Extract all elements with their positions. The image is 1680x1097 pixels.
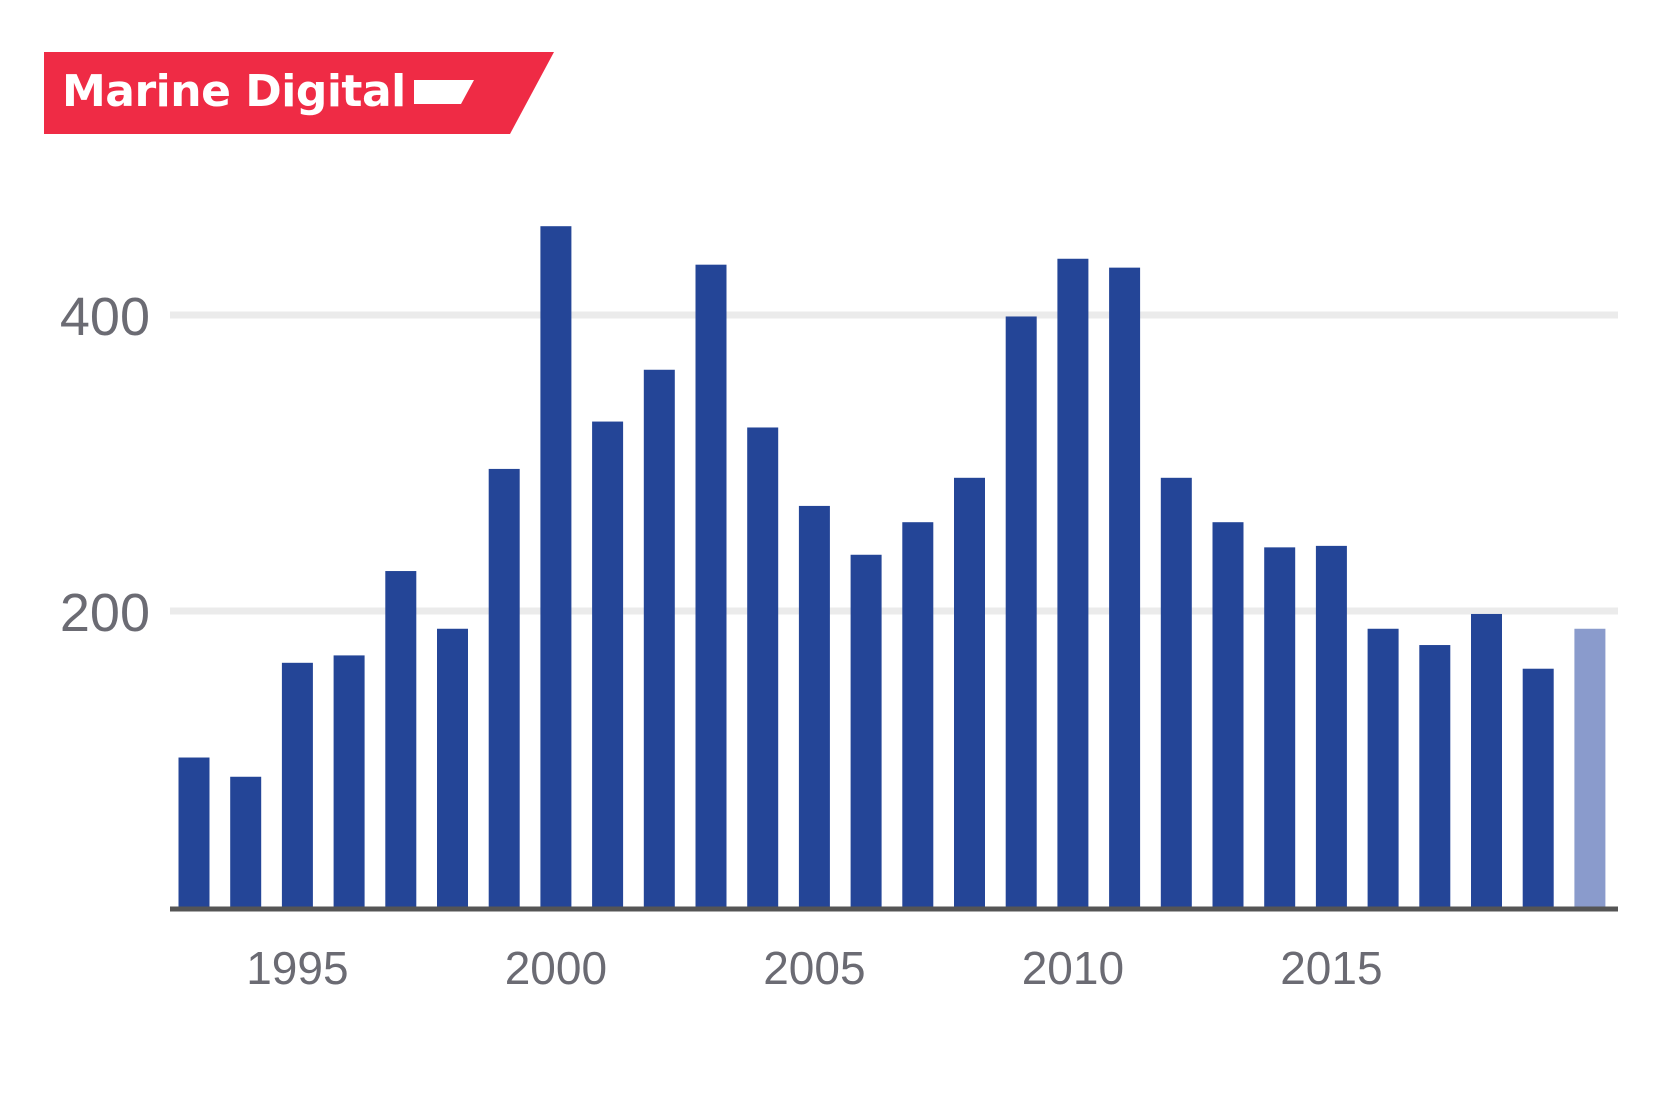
x-tick-label-2000: 2000 bbox=[505, 942, 607, 994]
bar-2017 bbox=[1419, 645, 1451, 907]
y-tick-label-200: 200 bbox=[60, 583, 150, 643]
bar-2020 bbox=[1574, 628, 1606, 907]
bar-2004 bbox=[747, 427, 779, 907]
bar-2000 bbox=[540, 226, 572, 907]
tick-labels: 200 400 1995 2000 2005 2010 2015 bbox=[60, 287, 1383, 994]
bar-1997 bbox=[385, 571, 417, 907]
x-tick-label-2015: 2015 bbox=[1280, 942, 1382, 994]
bar-2014 bbox=[1264, 547, 1296, 907]
bar-2007 bbox=[902, 522, 934, 907]
y-tick-label-400: 400 bbox=[60, 287, 150, 347]
bar-2015 bbox=[1315, 545, 1347, 907]
bar-2010 bbox=[1057, 258, 1089, 907]
x-tick-label-2010: 2010 bbox=[1022, 942, 1124, 994]
bars bbox=[178, 226, 1606, 908]
bar-2002 bbox=[643, 369, 675, 907]
bar-2003 bbox=[695, 264, 727, 907]
bar-1995 bbox=[281, 662, 313, 907]
x-tick-label-2005: 2005 bbox=[763, 942, 865, 994]
bar-2013 bbox=[1212, 522, 1244, 907]
bar-2011 bbox=[1109, 267, 1141, 907]
bar-2012 bbox=[1160, 477, 1192, 907]
x-tick-label-1995: 1995 bbox=[246, 942, 348, 994]
bar-2005 bbox=[798, 505, 830, 907]
brand-banner-shape bbox=[44, 52, 554, 134]
bar-2001 bbox=[592, 421, 624, 907]
bar-1996 bbox=[333, 655, 365, 907]
brand-name: Marine Digital bbox=[62, 66, 406, 117]
bar-1993 bbox=[178, 757, 210, 907]
bar-2006 bbox=[850, 554, 882, 907]
bar-1999 bbox=[488, 468, 520, 907]
brand-flag-icon bbox=[414, 80, 474, 104]
bar-2009 bbox=[1005, 316, 1037, 908]
bar-2018 bbox=[1471, 613, 1502, 907]
bar-2008 bbox=[954, 477, 985, 907]
bar-1994 bbox=[230, 776, 262, 907]
brand-logo: Marine Digital bbox=[44, 52, 554, 134]
grid-lines bbox=[170, 311, 1618, 615]
bar-2019 bbox=[1522, 668, 1554, 907]
bar-1998 bbox=[437, 628, 468, 907]
bar-2016 bbox=[1367, 628, 1399, 907]
brand-banner-background bbox=[44, 52, 554, 134]
